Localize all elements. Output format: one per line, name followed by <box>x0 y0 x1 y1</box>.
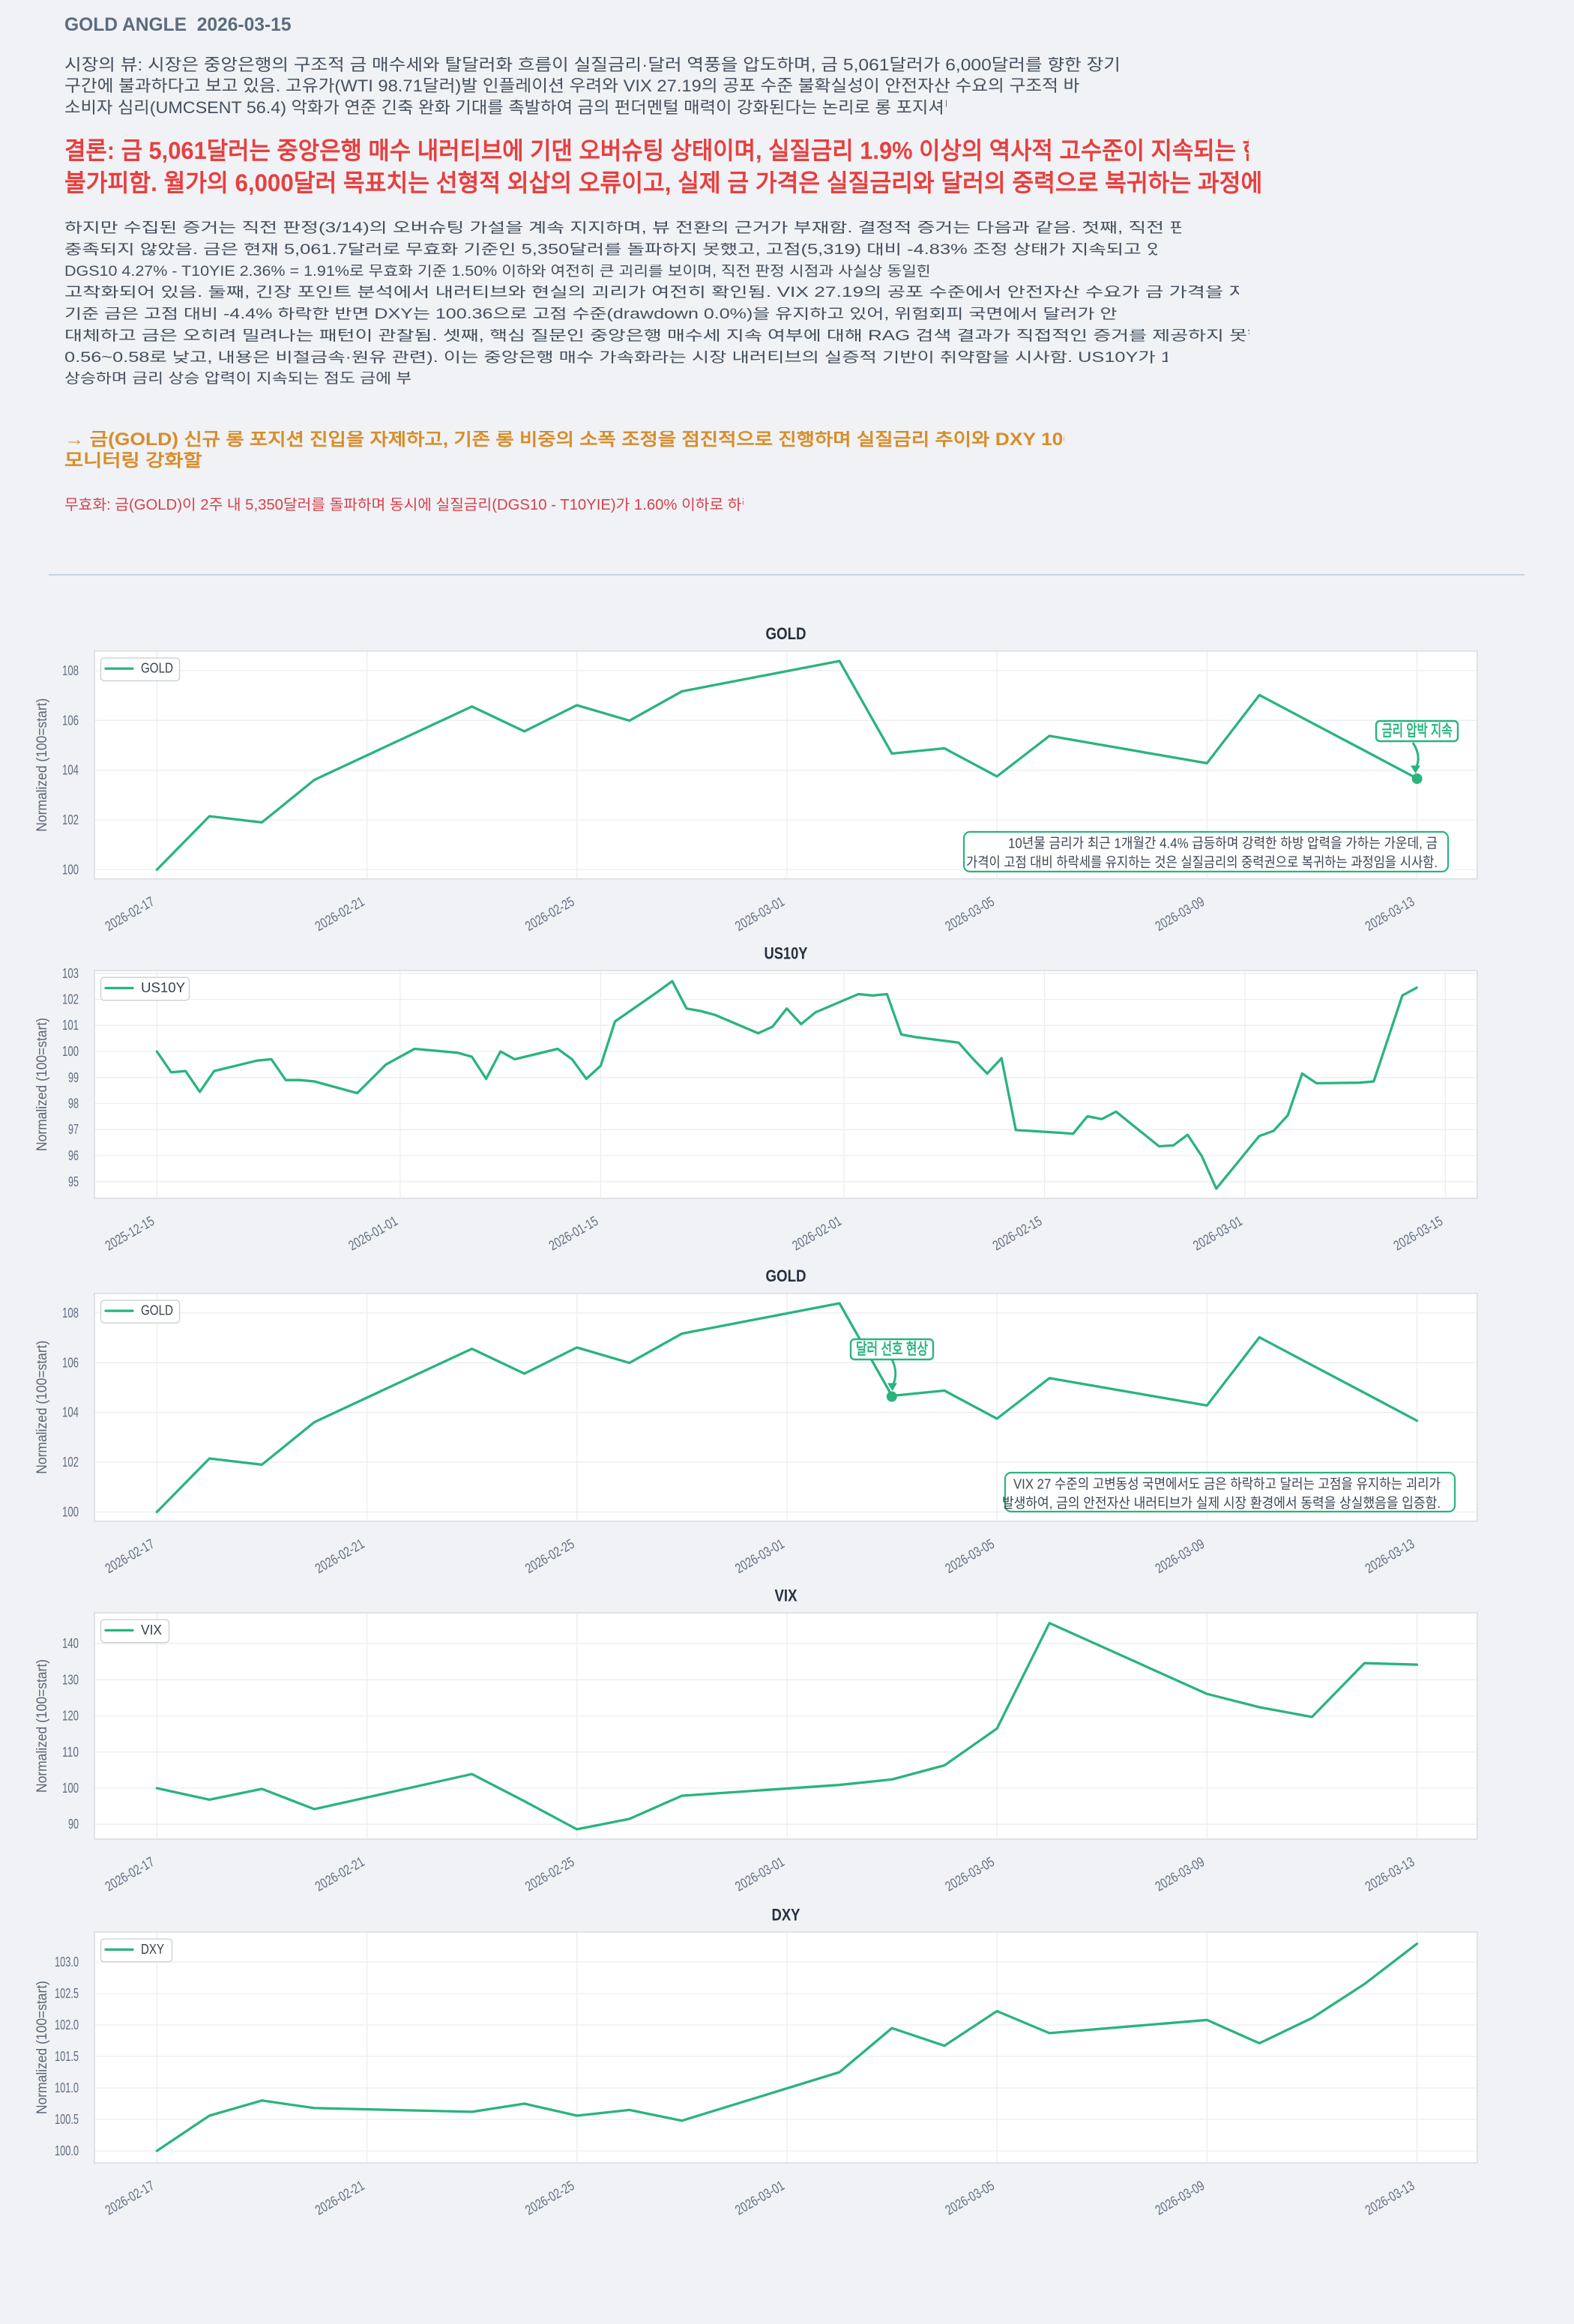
svg-text:101: 101 <box>62 1017 79 1033</box>
svg-text:99: 99 <box>68 1069 79 1085</box>
svg-text:VIX: VIX <box>141 1622 162 1638</box>
svg-text:US10Y: US10Y <box>765 944 808 963</box>
svg-text:100: 100 <box>62 1780 79 1796</box>
svg-text:98: 98 <box>68 1096 79 1111</box>
svg-text:달러 선호 현상: 달러 선호 현상 <box>856 1341 928 1358</box>
svg-text:100.0: 100.0 <box>55 2143 79 2158</box>
svg-text:102: 102 <box>62 1454 79 1470</box>
svg-text:GOLD: GOLD <box>141 1303 173 1318</box>
svg-text:VIX: VIX <box>775 1587 797 1605</box>
svg-text:금리 압박 지속: 금리 압박 지속 <box>1382 722 1453 740</box>
svg-text:DXY: DXY <box>141 1941 164 1957</box>
svg-text:10년물 금리가 최근 1개월간 4.4% 급등하며 강력한: 10년물 금리가 최근 1개월간 4.4% 급등하며 강력한 하방 압력을 가하… <box>1008 836 1438 851</box>
svg-text:100: 100 <box>62 1504 79 1520</box>
svg-text:101.5: 101.5 <box>55 2048 79 2064</box>
svg-text:VIX 27 수준의 고변동성 국면에서도 금은 하락하고: VIX 27 수준의 고변동성 국면에서도 금은 하락하고 달러는 고점을 유지… <box>1013 1476 1441 1492</box>
svg-text:96: 96 <box>68 1147 79 1163</box>
svg-text:2026-02-21: 2026-02-21 <box>313 2177 367 2218</box>
svg-text:발생하여, 금의 안전자산 내러티브가 실제 시장 환경에서: 발생하여, 금의 안전자산 내러티브가 실제 시장 환경에서 동력을 상실했음을… <box>1002 1495 1441 1511</box>
svg-text:106: 106 <box>62 712 79 728</box>
svg-text:Normalized (100=start): Normalized (100=start) <box>34 1018 50 1151</box>
svg-text:GOLD: GOLD <box>766 1267 806 1285</box>
svg-text:102.0: 102.0 <box>55 2017 79 2032</box>
svg-text:2026-03-13: 2026-03-13 <box>1363 2177 1417 2218</box>
svg-text:GOLD: GOLD <box>141 660 173 676</box>
svg-text:90: 90 <box>68 1816 79 1832</box>
svg-text:108: 108 <box>62 663 79 678</box>
svg-text:120: 120 <box>62 1708 79 1724</box>
svg-text:102.5: 102.5 <box>55 1985 79 2001</box>
svg-text:104: 104 <box>62 762 79 778</box>
svg-text:100: 100 <box>62 1043 79 1059</box>
svg-text:Normalized (100=start): Normalized (100=start) <box>34 1341 50 1474</box>
svg-text:103.0: 103.0 <box>55 1954 79 1970</box>
svg-text:가격이 고점 대비 하락세를 유지하는 것은 실질금리의 중: 가격이 고점 대비 하락세를 유지하는 것은 실질금리의 중력권으로 복귀하는 … <box>966 854 1438 870</box>
svg-text:US10Y: US10Y <box>141 980 185 995</box>
svg-text:106: 106 <box>62 1354 79 1370</box>
svg-text:Normalized (100=start): Normalized (100=start) <box>34 1981 50 2114</box>
svg-text:Normalized (100=start): Normalized (100=start) <box>34 698 50 832</box>
svg-text:DXY: DXY <box>772 1906 800 1925</box>
svg-text:102: 102 <box>62 812 79 827</box>
svg-text:2026-03-01: 2026-03-01 <box>732 2177 787 2218</box>
svg-text:101.0: 101.0 <box>55 2080 79 2095</box>
svg-text:110: 110 <box>62 1744 79 1760</box>
svg-text:100: 100 <box>62 862 79 878</box>
svg-text:2026-03-05: 2026-03-05 <box>942 2177 997 2218</box>
svg-text:GOLD: GOLD <box>766 624 806 643</box>
svg-text:2026-03-09: 2026-03-09 <box>1152 2177 1207 2218</box>
svg-text:130: 130 <box>62 1671 79 1687</box>
svg-text:2026-02-25: 2026-02-25 <box>522 2177 577 2218</box>
svg-text:100.5: 100.5 <box>55 2111 79 2127</box>
svg-text:102: 102 <box>62 992 79 1007</box>
svg-text:Normalized (100=start): Normalized (100=start) <box>34 1659 50 1793</box>
svg-text:103: 103 <box>62 965 79 981</box>
svg-text:95: 95 <box>68 1174 79 1189</box>
svg-text:140: 140 <box>62 1635 79 1651</box>
svg-text:2026-02-17: 2026-02-17 <box>102 2177 157 2218</box>
svg-text:108: 108 <box>62 1305 79 1321</box>
svg-text:97: 97 <box>68 1121 79 1137</box>
svg-text:104: 104 <box>62 1404 79 1420</box>
